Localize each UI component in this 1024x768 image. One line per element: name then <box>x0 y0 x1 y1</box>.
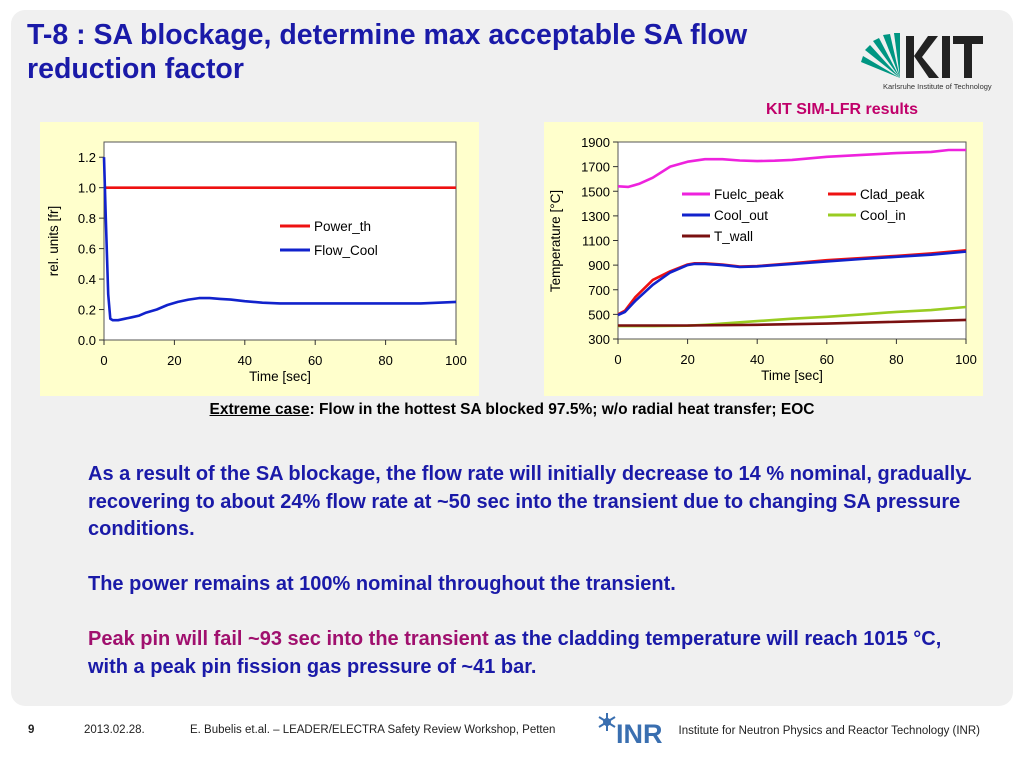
results-label: KIT SIM-LFR results <box>766 101 919 118</box>
caption-lead: Extreme case <box>209 401 310 418</box>
series-line-cool-out <box>617 250 967 317</box>
footer-institute: Institute for Neutron Physics and Reacto… <box>678 725 980 737</box>
legend-label: T_wall <box>714 229 753 244</box>
x-tick-label: 80 <box>378 353 392 368</box>
logo-subtext: Karlsruhe Institute of Technology <box>883 82 992 91</box>
x-tick-label: 100 <box>955 352 977 367</box>
y-tick-label: 300 <box>588 332 610 347</box>
kit-logo <box>861 33 983 78</box>
chart-panel-temperature: 0 20 40 60 80 100 300 500 700 900 1100 1300 1500 1700… <box>544 122 983 396</box>
failure-text: as the cladding temperature will reach 1… <box>88 628 942 678</box>
chart-panel-flow: 0 20 40 60 80 100 0.0 0.2 0.4 0.6 0.8 1.0 1.2 Time [s… <box>40 122 479 396</box>
stray-tilde: ~ <box>960 468 972 490</box>
x-axis-label: Time [sec] <box>249 369 311 384</box>
inr-logo-text: INR <box>616 719 663 746</box>
failure-highlight: Peak pin will fail ~93 sec into the tran… <box>88 628 489 650</box>
inr-logo: INR <box>598 713 663 746</box>
y-tick-label: 1500 <box>581 184 610 199</box>
y-tick-label: 0.0 <box>78 333 96 348</box>
temperature-chart: 0 20 40 60 80 100 300 500 700 900 1100 1300 1500 1700… <box>548 135 977 383</box>
paragraph-flow: As a result of the SA blockage, the flow… <box>88 463 967 540</box>
slide-title: T-8 : SA blockage, determine max accepta… <box>27 19 748 85</box>
x-tick-label: 40 <box>238 353 252 368</box>
y-axis-label: rel. units [fr] <box>46 206 61 277</box>
y-tick-label: 1100 <box>582 234 610 249</box>
x-tick-label: 40 <box>750 352 764 367</box>
y-tick-label: 1900 <box>581 135 610 150</box>
series-line-t-wall <box>618 318 967 327</box>
chart-caption: Extreme case: Flow in the hottest SA blo… <box>0 401 1024 419</box>
y-tick-label: 0.4 <box>78 272 96 287</box>
y-tick-label: 1700 <box>581 160 610 175</box>
x-tick-label: 80 <box>889 352 903 367</box>
y-axis-label: Temperature [°C] <box>548 190 563 292</box>
caption-text: : Flow in the hottest SA blocked 97.5%; … <box>309 401 815 418</box>
plot-area <box>617 141 967 340</box>
legend-label: Cool_in <box>860 208 906 223</box>
page-number: 9 <box>28 724 35 736</box>
y-tick-label: 1.0 <box>78 181 96 196</box>
y-tick-label: 0.8 <box>78 211 96 226</box>
flow-power-chart: 0 20 40 60 80 100 0.0 0.2 0.4 0.6 0.8 1.0 1.2 Time [s… <box>46 141 467 384</box>
y-tick-label: 0.6 <box>78 242 96 257</box>
x-tick-label: 60 <box>820 352 834 367</box>
legend-label: Clad_peak <box>860 187 925 202</box>
x-tick-label: 100 <box>445 353 467 368</box>
legend-label: Fuelc_peak <box>714 187 784 202</box>
x-tick-label: 0 <box>100 353 107 368</box>
series-line-fuelc-peak <box>617 148 966 189</box>
x-tick-label: 20 <box>680 352 694 367</box>
x-axis-label: Time [sec] <box>761 368 823 383</box>
y-tick-label: 500 <box>588 307 610 322</box>
y-tick-label: 700 <box>588 283 610 298</box>
legend-label: Cool_out <box>714 208 768 223</box>
y-tick-label: 1300 <box>581 209 610 224</box>
series-line-flow-cool <box>102 157 457 322</box>
x-tick-label: 0 <box>614 352 621 367</box>
legend-label: Flow_Cool <box>314 243 378 258</box>
paragraph-power: The power remains at 100% nominal throug… <box>88 573 676 595</box>
footer-citation: E. Bubelis et.al. – LEADER/ELECTRA Safet… <box>190 724 556 736</box>
paragraph-failure: Peak pin will fail ~93 sec into the tran… <box>88 626 968 681</box>
x-tick-label: 20 <box>167 353 181 368</box>
y-tick-label: 1.2 <box>78 150 96 165</box>
y-tick-label: 0.2 <box>78 303 96 318</box>
x-tick-label: 60 <box>308 353 322 368</box>
y-tick-label: 900 <box>588 258 610 273</box>
footer-date: 2013.02.28. <box>84 724 145 736</box>
legend-label: Power_th <box>314 219 371 234</box>
